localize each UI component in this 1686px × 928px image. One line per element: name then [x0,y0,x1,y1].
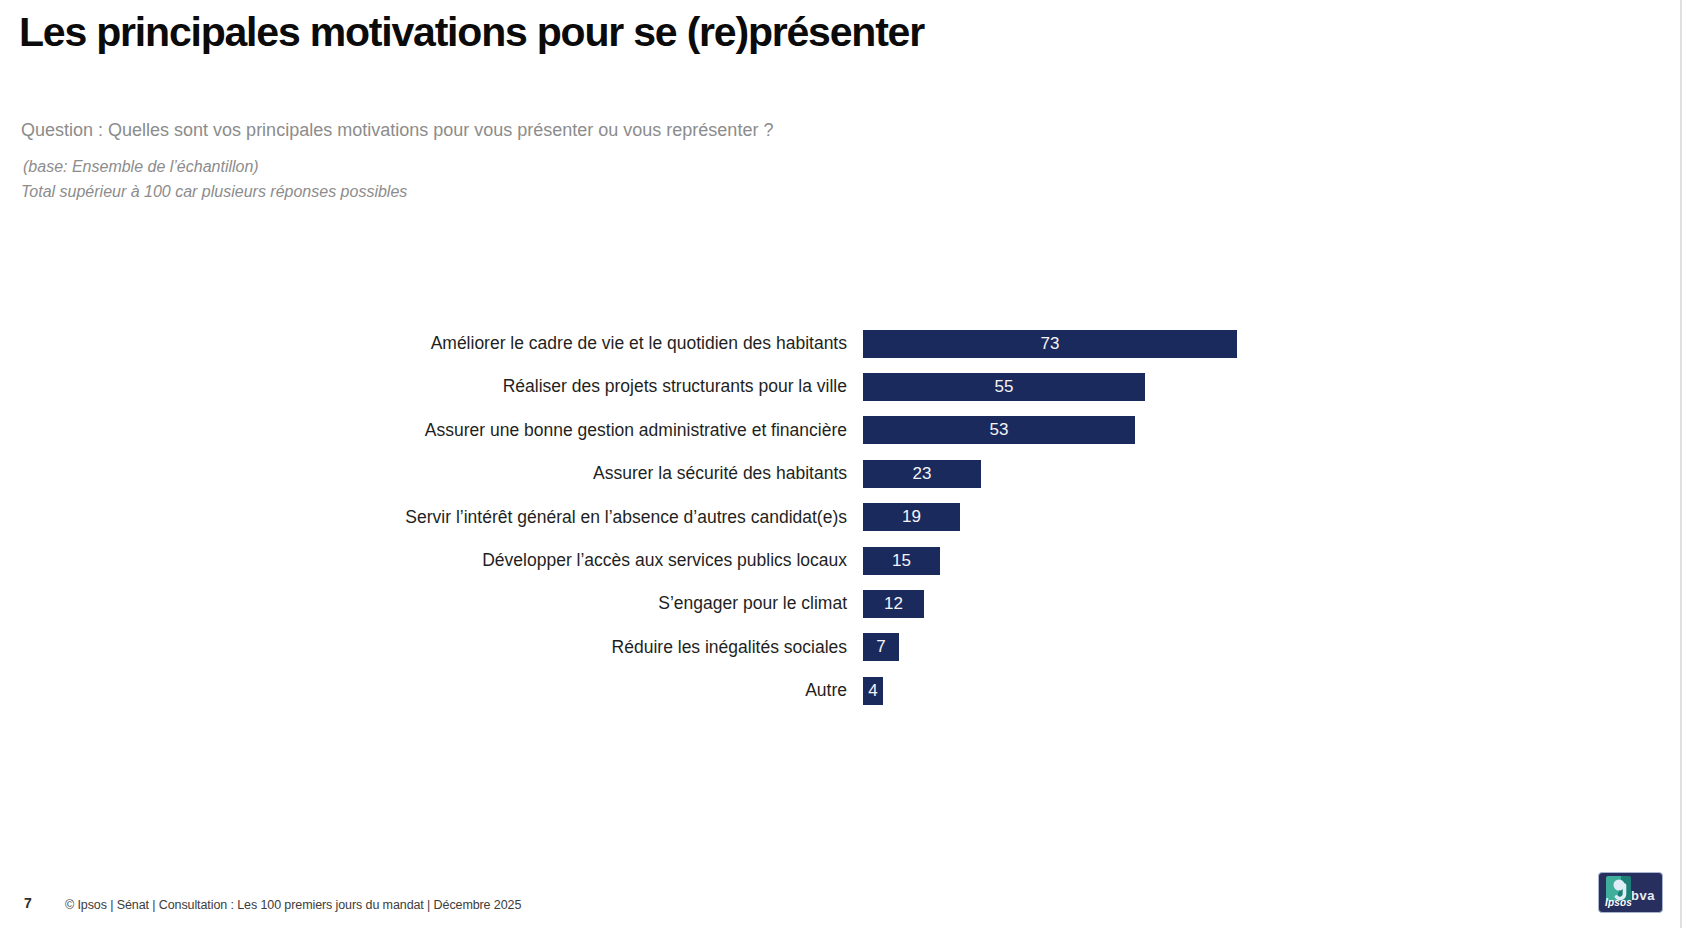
bar-value: 15 [892,551,911,571]
bar-value: 7 [876,637,885,657]
bar: 7 [863,633,899,661]
slide: Les principales motivations pour se (re)… [0,0,1686,928]
chart-row: Réaliser des projets structurants pour l… [0,365,1686,408]
page-title: Les principales motivations pour se (re)… [19,9,924,56]
bar-value: 19 [902,507,921,527]
bar-label: Autre [0,681,847,700]
bar-label: Servir l’intérêt général en l’absence d’… [0,508,847,527]
bva-wordmark: bva [1631,888,1655,903]
bar: 19 [863,503,960,531]
chart-row: Assurer la sécurité des habitants 23 [0,452,1686,495]
bar-value: 23 [913,464,932,484]
bar-value: 53 [990,420,1009,440]
page-number: 7 [24,895,32,911]
bar-value: 12 [884,594,903,614]
bar-label: Assurer une bonne gestion administrative… [0,421,847,440]
chart-row: Améliorer le cadre de vie et le quotidie… [0,322,1686,365]
chart-row: Développer l’accès aux services publics … [0,539,1686,582]
question-text: Question : Quelles sont vos principales … [21,120,773,141]
chart-row: S’engager pour le climat 12 [0,582,1686,625]
ipsos-wordmark: Ipsos [1605,897,1632,908]
ipsos-bva-logo: Ipsos bva [1598,872,1663,913]
footer-copyright: © Ipsos | Sénat | Consultation : Les 100… [65,898,521,912]
base-note: (base: Ensemble de l’échantillon) [23,158,259,176]
total-note: Total supérieur à 100 car plusieurs répo… [21,183,407,201]
chart-row: Servir l’intérêt général en l’absence d’… [0,496,1686,539]
bar: 53 [863,416,1135,444]
bar-label: Développer l’accès aux services publics … [0,551,847,570]
bar-label: S’engager pour le climat [0,594,847,613]
bar-value: 4 [868,681,877,701]
bar: 55 [863,373,1145,401]
chart-row: Autre 4 [0,669,1686,712]
bar-label: Réduire les inégalités sociales [0,638,847,657]
bar: 23 [863,460,981,488]
bar: 15 [863,547,940,575]
bar: 4 [863,677,883,705]
slide-right-edge [1680,0,1682,928]
bar-label: Réaliser des projets structurants pour l… [0,377,847,396]
bar-chart: Améliorer le cadre de vie et le quotidie… [0,322,1686,713]
bar-label: Améliorer le cadre de vie et le quotidie… [0,334,847,353]
chart-row: Assurer une bonne gestion administrative… [0,409,1686,452]
bar-label: Assurer la sécurité des habitants [0,464,847,483]
bar-value: 73 [1041,334,1060,354]
bar: 73 [863,330,1237,358]
chart-row: Réduire les inégalités sociales 7 [0,626,1686,669]
bar: 12 [863,590,924,618]
bar-value: 55 [995,377,1014,397]
